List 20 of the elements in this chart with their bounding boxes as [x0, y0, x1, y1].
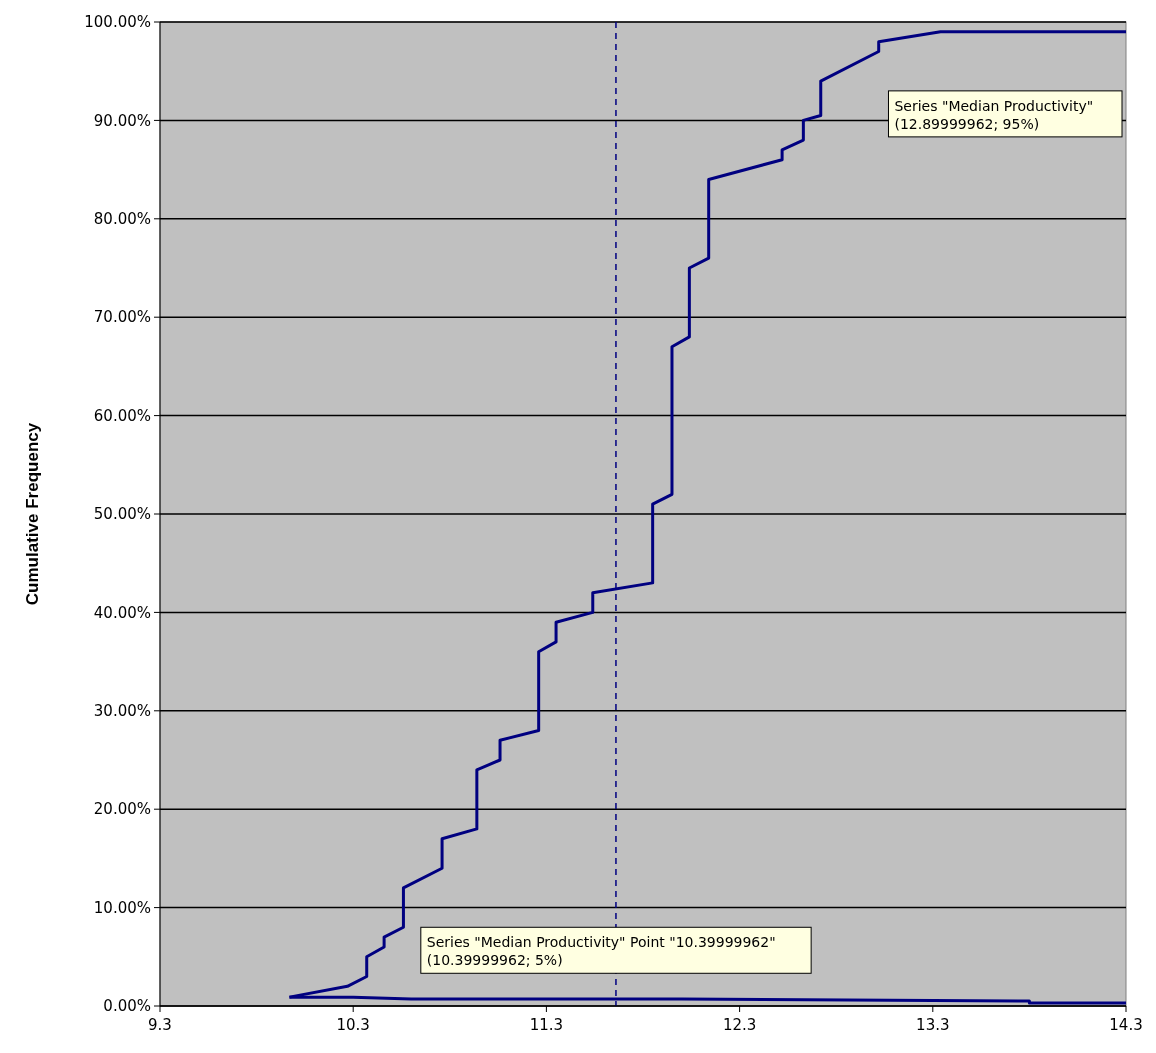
y-tick-label: 70.00%	[93, 308, 151, 327]
x-tick-label: 9.3	[148, 1016, 172, 1034]
y-tick-label: 100.00%	[84, 13, 151, 32]
y-tick-label: 20.00%	[93, 800, 151, 819]
annotation: Series "Median Productivity" Point "10.39999962" (10.39999962; 5%)	[426, 934, 776, 969]
y-tick-label: 0.00%	[103, 997, 151, 1016]
y-tick-label: 80.00%	[93, 210, 151, 229]
x-tick-label: 14.3	[1109, 1016, 1143, 1034]
x-tick-label: 12.3	[722, 1016, 757, 1034]
x-tick-label: 11.3	[529, 1016, 564, 1034]
y-axis-title: Cumulative Frequency	[23, 422, 42, 606]
annotation: Series "Median Productivity" (12.89999962; 95%)	[894, 97, 1094, 132]
x-tick-label: 10.3	[336, 1016, 370, 1034]
y-tick-label: 50.00%	[93, 505, 151, 524]
y-tick-label: 10.00%	[93, 898, 151, 917]
y-tick-label: 90.00%	[93, 111, 151, 130]
y-tick-label: 40.00%	[93, 603, 151, 622]
y-tick-label: 60.00%	[93, 406, 151, 425]
x-tick-label: 13.3	[916, 1016, 950, 1034]
y-tick-label: 30.00%	[93, 702, 151, 721]
